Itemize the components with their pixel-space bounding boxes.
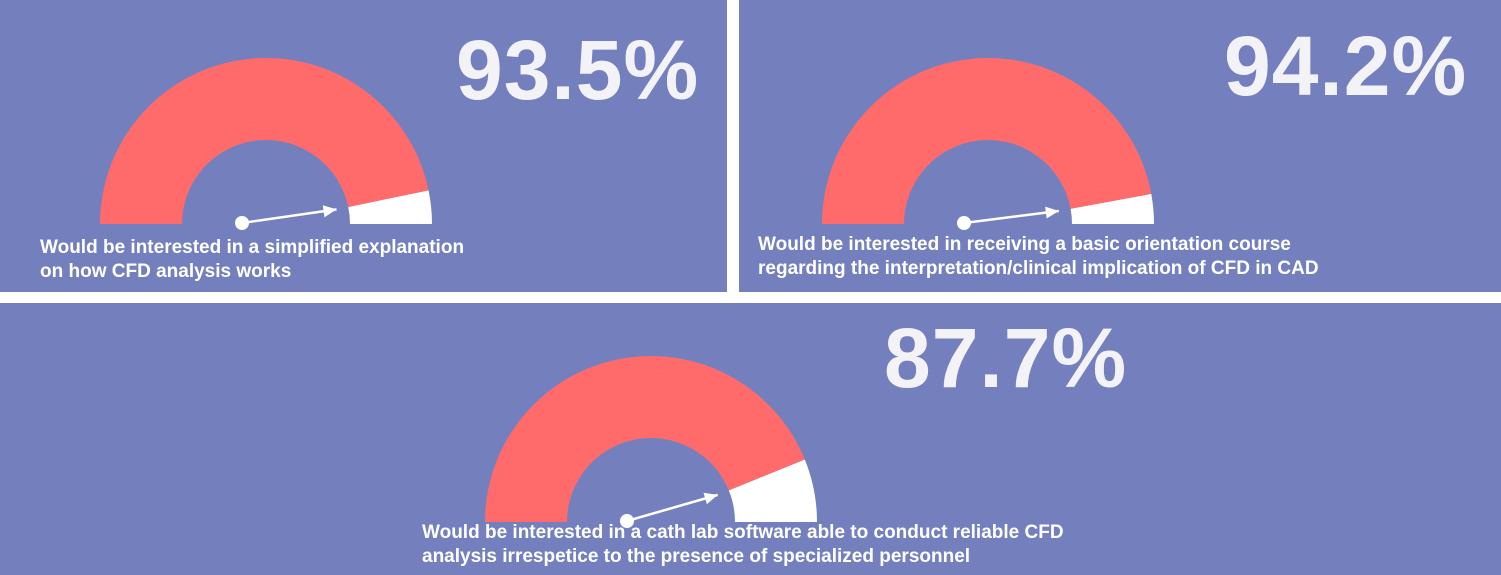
gauge-caption: Would be interested in receiving a basic… (758, 233, 1319, 281)
gauge-caption: Would be interested in a simplified expl… (40, 236, 464, 284)
gauge-panel-3: 87.7% Would be interested in a cath lab … (0, 303, 1501, 575)
gauge-value-arc (485, 356, 805, 522)
gauge-needle-arrowhead (703, 492, 718, 505)
gauge-needle-hub (620, 514, 634, 528)
gauge-value-label: 94.2% (1224, 19, 1468, 113)
gauge-needle (963, 209, 1059, 225)
gauge-value-label: 93.5% (456, 23, 700, 117)
gauge-caption-line-1: Would be interested in receiving a basic… (758, 234, 1291, 255)
gauge-chart (485, 356, 817, 528)
gauge-needle-arrowhead (1045, 206, 1059, 219)
gauge-chart (100, 58, 432, 230)
gauge-needle (241, 208, 337, 225)
gauge-caption-line-2: regarding the interpretation/clinical im… (758, 258, 1319, 279)
gauge-value-label: 87.7% (884, 311, 1128, 405)
gauge-remainder-arc (1070, 193, 1154, 224)
gauge-needle-arrowhead (322, 205, 337, 218)
gauge-panel-2: 94.2% Would be interested in receiving a… (739, 0, 1501, 292)
gauge-caption: Would be interested in a cath lab softwa… (422, 521, 1064, 569)
gauge-caption-line-1: Would be interested in a simplified expl… (40, 237, 465, 258)
gauge-caption-line-2: analysis irrespetice to the presence of … (422, 546, 971, 567)
gauge-caption-line-2: on how CFD analysis works (40, 261, 292, 282)
gauge-chart (822, 58, 1154, 230)
gauge-value-arc (100, 58, 429, 225)
gauge-caption-line-1: Would be interested in a cath lab softwa… (422, 522, 1064, 543)
gauge-needle (626, 493, 719, 523)
gauge-value-arc (822, 58, 1152, 224)
gauge-panel-1: 93.5% Would be interested in a simplifie… (0, 0, 727, 292)
gauge-remainder-arc (348, 190, 432, 224)
gauge-needle-hub (235, 216, 249, 230)
gauge-remainder-arc (728, 459, 817, 522)
gauge-needle-hub (957, 216, 971, 230)
